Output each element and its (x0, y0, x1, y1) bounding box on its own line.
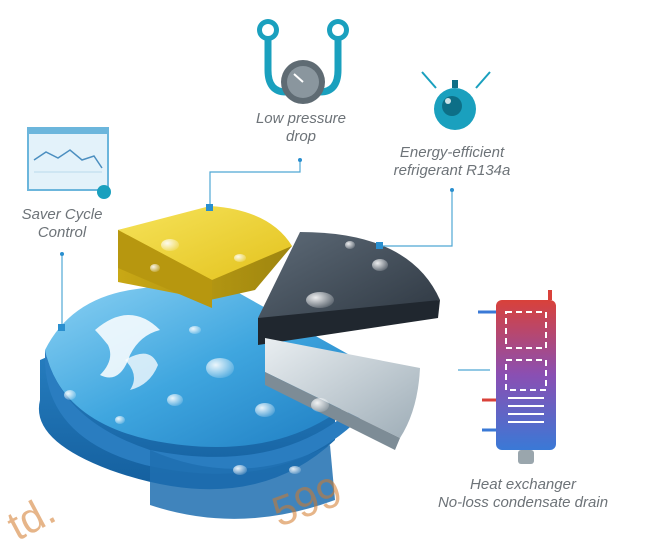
saver-cycle-panel-icon (27, 127, 111, 199)
label-low-pressure-line2: drop (285, 128, 317, 145)
label-heat-exchanger: Heat exchanger No-loss condensate drain (410, 476, 636, 512)
label-heat-exchanger-line2: No-loss condensate drain (437, 494, 609, 511)
grey-pie-slice (265, 338, 420, 450)
label-low-pressure-line1: Low pressure (255, 110, 347, 127)
label-heat-exchanger-line1: Heat exchanger (470, 476, 576, 493)
label-saver-cycle-line2: Control (37, 224, 87, 241)
label-saver-cycle-line1: Saver Cycle (21, 206, 103, 223)
refrigerant-globe-icon (421, 71, 491, 130)
yellow-pie-slice (118, 206, 292, 308)
label-refrigerant-line2: refrigerant R134a (393, 162, 511, 179)
heat-exchanger-icon (478, 290, 556, 464)
label-saver-cycle-control: Saver Cycle Control (0, 206, 124, 242)
dark-pie-slice (258, 232, 440, 345)
label-low-pressure-drop: Low pressure drop (236, 110, 366, 146)
water-droplets (64, 239, 388, 475)
pressure-gauge-icon (257, 19, 349, 104)
connector-lines (61, 162, 490, 371)
label-refrigerant-line1: Energy-efficient (399, 144, 505, 161)
connector-dots (58, 158, 454, 331)
label-refrigerant: Energy-efficient refrigerant R134a (372, 144, 532, 180)
